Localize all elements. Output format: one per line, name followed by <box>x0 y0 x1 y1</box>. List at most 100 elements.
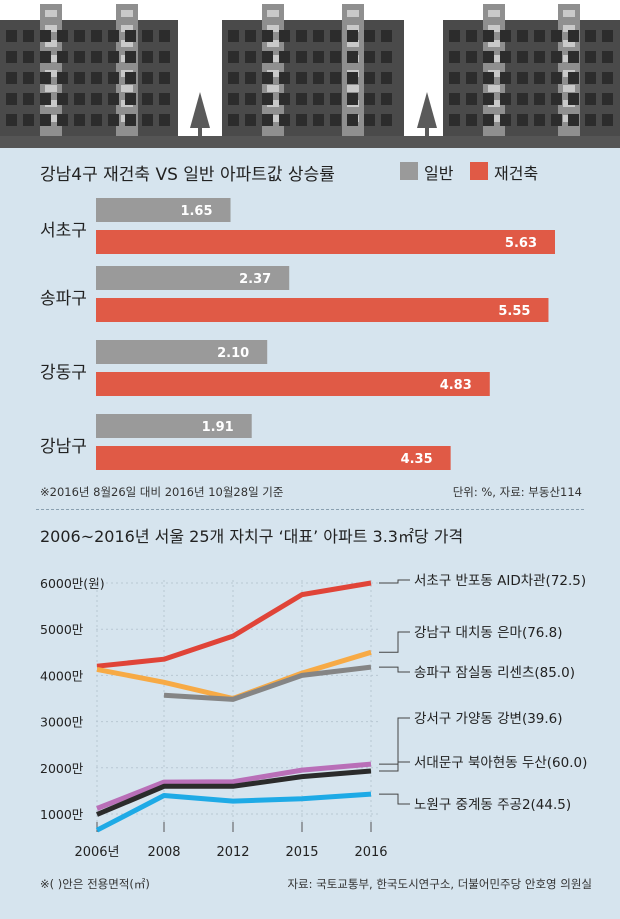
building-window <box>228 72 239 84</box>
series-label: 강서구 가양동 강변(39.6) <box>414 711 563 727</box>
tower-window <box>267 25 279 32</box>
tower-window <box>347 85 359 92</box>
building-window <box>517 114 528 126</box>
building-window <box>466 30 477 42</box>
series-connector <box>379 761 410 772</box>
bar-chart-title: 강남4구 재건축 VS 일반 아파트값 상승률 <box>40 165 335 185</box>
building-window <box>500 93 511 105</box>
building-window <box>6 93 17 105</box>
y-tick-label: 3000만 <box>40 715 84 730</box>
tower-window <box>45 10 57 17</box>
building-window <box>330 30 341 42</box>
building-window <box>296 30 307 42</box>
building-window <box>262 51 273 63</box>
series-connector <box>379 579 410 584</box>
building-window <box>245 72 256 84</box>
building-window <box>40 72 51 84</box>
building-window <box>602 93 613 105</box>
y-tick-label: 6000만(원) <box>40 576 105 591</box>
building-window <box>449 51 460 63</box>
building-window <box>500 114 511 126</box>
bar-chart-footnote: ※2016년 8월26일 대비 2016년 10월28일 기준 <box>40 485 284 499</box>
building-window <box>347 72 358 84</box>
building-window <box>74 30 85 42</box>
x-tick-label: 2006년 <box>74 845 119 860</box>
series-line <box>96 649 372 701</box>
tower-window <box>488 10 500 17</box>
building-window <box>364 30 375 42</box>
building-window <box>108 72 119 84</box>
building-window <box>159 30 170 42</box>
x-tick-label: 2012 <box>216 845 249 860</box>
legend-swatch-rebuild <box>470 162 488 180</box>
tower-window <box>563 40 575 47</box>
series-connector <box>379 666 410 673</box>
building-window <box>466 114 477 126</box>
tower-window <box>488 85 500 92</box>
building-window <box>142 30 153 42</box>
building-window <box>568 114 579 126</box>
building-window <box>91 72 102 84</box>
bar-rebuild <box>96 298 549 322</box>
tower-window <box>563 10 575 17</box>
building-window <box>517 72 528 84</box>
tower-window <box>267 85 279 92</box>
building-window <box>551 72 562 84</box>
building-window <box>74 114 85 126</box>
building-window <box>500 51 511 63</box>
bar-general <box>96 198 231 222</box>
building-window <box>279 93 290 105</box>
building-window <box>347 93 358 105</box>
building-window <box>262 114 273 126</box>
bar-category-label: 서초구 <box>40 221 87 241</box>
bar-chart-source: 단위: %, 자료: 부동산114 <box>452 485 582 499</box>
building-window <box>142 72 153 84</box>
building-window <box>74 51 85 63</box>
bar-general <box>96 414 252 438</box>
building-window <box>91 51 102 63</box>
building-window <box>585 30 596 42</box>
building-window <box>449 72 460 84</box>
legend-label-rebuild: 재건축 <box>494 164 539 183</box>
bar-general <box>96 266 290 290</box>
bar-rebuild <box>96 446 451 470</box>
building-window <box>296 72 307 84</box>
bar-chart: 서초구 1.65 5.63 송파구 2.37 5.55 강동구 2.10 4.83 강남구 1.91… <box>40 198 555 470</box>
building-window <box>534 114 545 126</box>
tower-window <box>347 40 359 47</box>
building-window <box>57 30 68 42</box>
bar-value-label: 1.91 <box>202 420 234 435</box>
building-window <box>585 72 596 84</box>
building-window <box>449 93 460 105</box>
building-window <box>228 51 239 63</box>
building-window <box>125 30 136 42</box>
building-window <box>466 72 477 84</box>
building-window <box>517 51 528 63</box>
building-window <box>125 51 136 63</box>
building-window <box>602 72 613 84</box>
series-line <box>95 791 372 833</box>
tower-window <box>121 40 133 47</box>
bar-value-label: 1.65 <box>180 204 212 219</box>
series-connector <box>379 717 410 765</box>
building-window <box>57 51 68 63</box>
building-window <box>245 114 256 126</box>
building-window <box>57 93 68 105</box>
tower-window <box>121 10 133 17</box>
building-window <box>6 114 17 126</box>
building-window <box>568 93 579 105</box>
building-window <box>517 93 528 105</box>
building-window <box>279 72 290 84</box>
building-window <box>483 93 494 105</box>
building-window <box>330 114 341 126</box>
building-window <box>364 114 375 126</box>
building-window <box>381 30 392 42</box>
building-window <box>91 114 102 126</box>
building-window <box>585 93 596 105</box>
building-window <box>483 30 494 42</box>
building-window <box>279 51 290 63</box>
building-window <box>228 93 239 105</box>
tower-window <box>347 10 359 17</box>
building-window <box>330 93 341 105</box>
building-window <box>364 93 375 105</box>
